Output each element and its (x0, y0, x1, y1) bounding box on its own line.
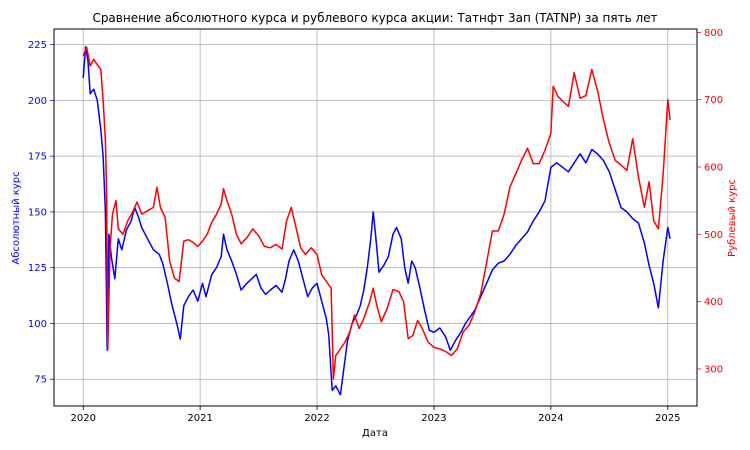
series-line-absolute (82, 46, 671, 396)
y-left-tick-label: 100 (28, 319, 47, 330)
y-left-tick-label: 200 (28, 96, 47, 107)
y-right-tick-label: 700 (704, 95, 723, 106)
x-axis-ticks: 2020 2021 2022 2023 2024 2025 (71, 406, 680, 424)
y-right-axis-label: Рублевый курс (727, 179, 738, 257)
y-left-tick-label: 75 (34, 375, 47, 386)
x-tick-label: 2025 (655, 413, 680, 424)
y-right-tick-label: 800 (704, 28, 723, 39)
grid-lines (54, 29, 697, 406)
chart-title: Сравнение абсолютного курса и рублевого … (92, 11, 657, 25)
x-tick-label: 2022 (304, 413, 329, 424)
y-left-axis-label: Абсолютный курс (11, 171, 22, 264)
x-tick-label: 2024 (538, 413, 563, 424)
y-left-tick-label: 225 (28, 40, 47, 51)
y-right-tick-label: 400 (704, 297, 723, 308)
x-tick-label: 2020 (71, 413, 96, 424)
y-right-tick-label: 500 (704, 230, 723, 241)
y-right-axis-ticks: 300 400 500 600 700 800 (697, 28, 723, 375)
y-left-axis-ticks: 75 100 125 150 175 200 225 (28, 40, 54, 386)
y-right-tick-label: 600 (704, 163, 723, 174)
series-line-ruble (82, 46, 671, 380)
y-left-tick-label: 125 (28, 263, 47, 274)
y-left-tick-label: 175 (28, 152, 47, 163)
y-right-tick-label: 300 (704, 364, 723, 375)
plot-frame (53, 28, 698, 407)
x-tick-label: 2021 (187, 413, 212, 424)
x-axis-label: Дата (362, 428, 388, 439)
series-group (82, 46, 671, 396)
y-left-tick-label: 150 (28, 207, 47, 218)
x-tick-label: 2023 (421, 413, 446, 424)
